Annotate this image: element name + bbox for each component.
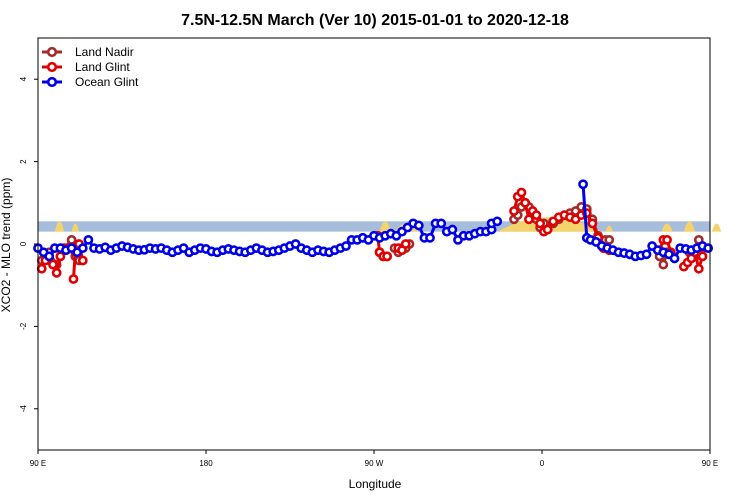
land-glint-point [542,224,553,235]
land-glint-point [662,234,672,245]
y-tick-label: -2 [19,322,28,330]
land-mask [683,221,696,232]
ocean-glint-point [436,218,447,229]
ocean-glint-point [77,243,88,254]
ocean-glint-point [83,234,94,245]
ocean-glint-point [341,241,351,251]
land-glint-point [587,218,598,229]
y-axis-label: XCO2 - MLO trend (ppm) [0,178,13,313]
ocean-glint-point [425,232,435,243]
legend-marker-land-glint [46,61,58,73]
land-nadir-point [604,234,615,245]
x-tick-label: 180 [199,459,213,468]
land-glint-point [509,206,519,216]
land-mask [605,225,613,232]
land-glint-point [36,263,47,274]
legend-label-land-glint: Land Glint [75,60,130,74]
land-glint-point [697,251,708,262]
land-nadir-point [658,259,669,270]
reference-band [38,221,710,232]
land-mask [379,221,391,232]
land-glint-point [68,274,79,284]
ocean-glint-point [703,243,714,254]
land-glint-point [516,187,527,198]
land-glint-point [524,214,534,225]
ocean-glint-point [578,179,588,190]
land-glint-point [520,197,531,208]
legend-marker-ocean-glint [46,76,58,88]
ocean-glint-point [641,249,652,260]
x-tick-label: 90 E [30,459,46,468]
land-nadir-point [66,234,77,245]
legend-label-ocean-glint: Ocean Glint [75,75,139,89]
land-glint-point [693,263,704,274]
land-mask [71,223,80,232]
land-mask [661,223,673,232]
ocean-glint-point [447,224,458,235]
ocean-glint-point [669,253,680,264]
chart-title: 7.5N-12.5N March (Ver 10) 2015-01-01 to … [181,12,569,29]
y-tick-label: 2 [19,159,28,164]
land-glint-point [51,267,62,278]
land-mask [711,223,722,232]
x-axis-label: Longitude [349,477,402,491]
land-glint-point [77,255,88,266]
x-tick-label: 90 W [365,459,384,468]
y-tick-label: 0 [19,241,28,246]
ocean-glint-point [492,216,503,227]
land-mask [54,221,65,232]
land-glint-point [382,251,392,262]
legend-label-land-nadir: Land Nadir [75,45,134,59]
y-tick-label: -4 [19,405,28,413]
land-glint-point [48,259,58,270]
legend-marker-land-nadir [46,46,58,58]
x-tick-label: 90 E [702,459,718,468]
y-tick-label: 4 [19,76,28,81]
land-glint-point [400,239,411,249]
ocean-glint-point [44,251,55,262]
x-tick-label: 0 [540,459,545,468]
ocean-glint-point [413,220,424,231]
land-glint-point [535,218,546,229]
land-glint-point [531,210,542,221]
